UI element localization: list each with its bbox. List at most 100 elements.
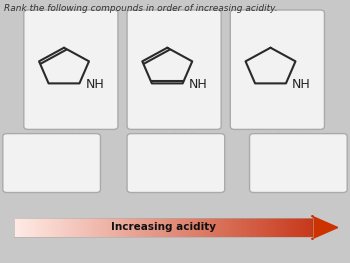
Bar xyxy=(125,218,126,237)
Bar xyxy=(25,218,26,237)
Bar xyxy=(270,218,271,237)
Bar xyxy=(139,218,140,237)
Bar xyxy=(214,218,215,237)
Bar xyxy=(218,218,219,237)
Bar xyxy=(116,218,117,237)
Bar xyxy=(87,218,88,237)
Bar xyxy=(123,218,124,237)
Bar xyxy=(79,218,80,237)
Bar xyxy=(172,218,173,237)
Bar xyxy=(109,218,110,237)
Bar xyxy=(112,218,113,237)
Bar xyxy=(275,218,276,237)
Bar xyxy=(219,218,220,237)
Bar xyxy=(38,218,39,237)
Bar xyxy=(168,218,169,237)
Bar xyxy=(96,218,97,237)
Bar xyxy=(102,218,103,237)
Bar xyxy=(271,218,272,237)
Bar xyxy=(267,218,268,237)
Bar xyxy=(55,218,56,237)
Bar xyxy=(67,218,68,237)
Bar xyxy=(240,218,241,237)
Bar xyxy=(49,218,50,237)
Bar xyxy=(159,218,160,237)
Bar xyxy=(118,218,119,237)
Bar xyxy=(93,218,94,237)
Bar xyxy=(194,218,195,237)
Bar xyxy=(231,218,232,237)
Bar xyxy=(167,218,168,237)
Bar xyxy=(44,218,45,237)
Bar xyxy=(290,218,291,237)
Bar xyxy=(230,218,231,237)
Bar xyxy=(289,218,290,237)
Bar xyxy=(85,218,86,237)
Bar xyxy=(164,218,166,237)
Bar xyxy=(94,218,95,237)
Text: NH: NH xyxy=(292,78,311,91)
Bar xyxy=(111,218,112,237)
Bar xyxy=(103,218,104,237)
Bar xyxy=(190,218,191,237)
Bar xyxy=(174,218,175,237)
Bar xyxy=(158,218,159,237)
Bar xyxy=(298,218,299,237)
Bar xyxy=(15,218,16,237)
Bar xyxy=(246,218,247,237)
Bar xyxy=(312,218,313,237)
Bar xyxy=(119,218,120,237)
Bar xyxy=(72,218,73,237)
Bar xyxy=(178,218,180,237)
Bar xyxy=(211,218,212,237)
Bar xyxy=(124,218,125,237)
Bar xyxy=(133,218,134,237)
Bar xyxy=(216,218,217,237)
Bar xyxy=(53,218,54,237)
Bar xyxy=(71,218,72,237)
Bar xyxy=(145,218,146,237)
Bar xyxy=(91,218,92,237)
Bar xyxy=(88,218,89,237)
Bar xyxy=(198,218,200,237)
Bar xyxy=(170,218,172,237)
Bar xyxy=(100,218,101,237)
Bar xyxy=(199,218,201,237)
Text: Increasing acidity: Increasing acidity xyxy=(111,222,216,232)
Bar xyxy=(266,218,267,237)
Bar xyxy=(32,218,33,237)
Bar xyxy=(291,218,292,237)
Bar xyxy=(176,218,177,237)
Bar xyxy=(76,218,77,237)
Bar xyxy=(104,218,105,237)
Bar xyxy=(63,218,64,237)
Bar xyxy=(224,218,225,237)
Bar xyxy=(279,218,280,237)
Bar xyxy=(288,218,289,237)
Bar xyxy=(157,218,158,237)
Bar xyxy=(14,218,15,237)
Bar xyxy=(138,218,139,237)
Bar xyxy=(19,218,20,237)
Bar xyxy=(89,218,90,237)
Bar xyxy=(42,218,43,237)
Bar xyxy=(121,218,122,237)
Bar xyxy=(195,218,196,237)
Bar xyxy=(48,218,49,237)
Bar xyxy=(82,218,83,237)
Bar xyxy=(262,218,263,237)
Bar xyxy=(127,218,128,237)
FancyBboxPatch shape xyxy=(3,134,100,193)
Bar xyxy=(264,218,265,237)
Bar xyxy=(281,218,282,237)
Bar xyxy=(41,218,42,237)
Bar xyxy=(276,218,277,237)
Bar xyxy=(52,218,53,237)
Bar xyxy=(26,218,27,237)
Bar xyxy=(147,218,148,237)
Bar xyxy=(193,218,194,237)
Bar xyxy=(135,218,136,237)
Bar xyxy=(77,218,78,237)
Text: NH: NH xyxy=(189,78,208,91)
Bar xyxy=(304,218,305,237)
